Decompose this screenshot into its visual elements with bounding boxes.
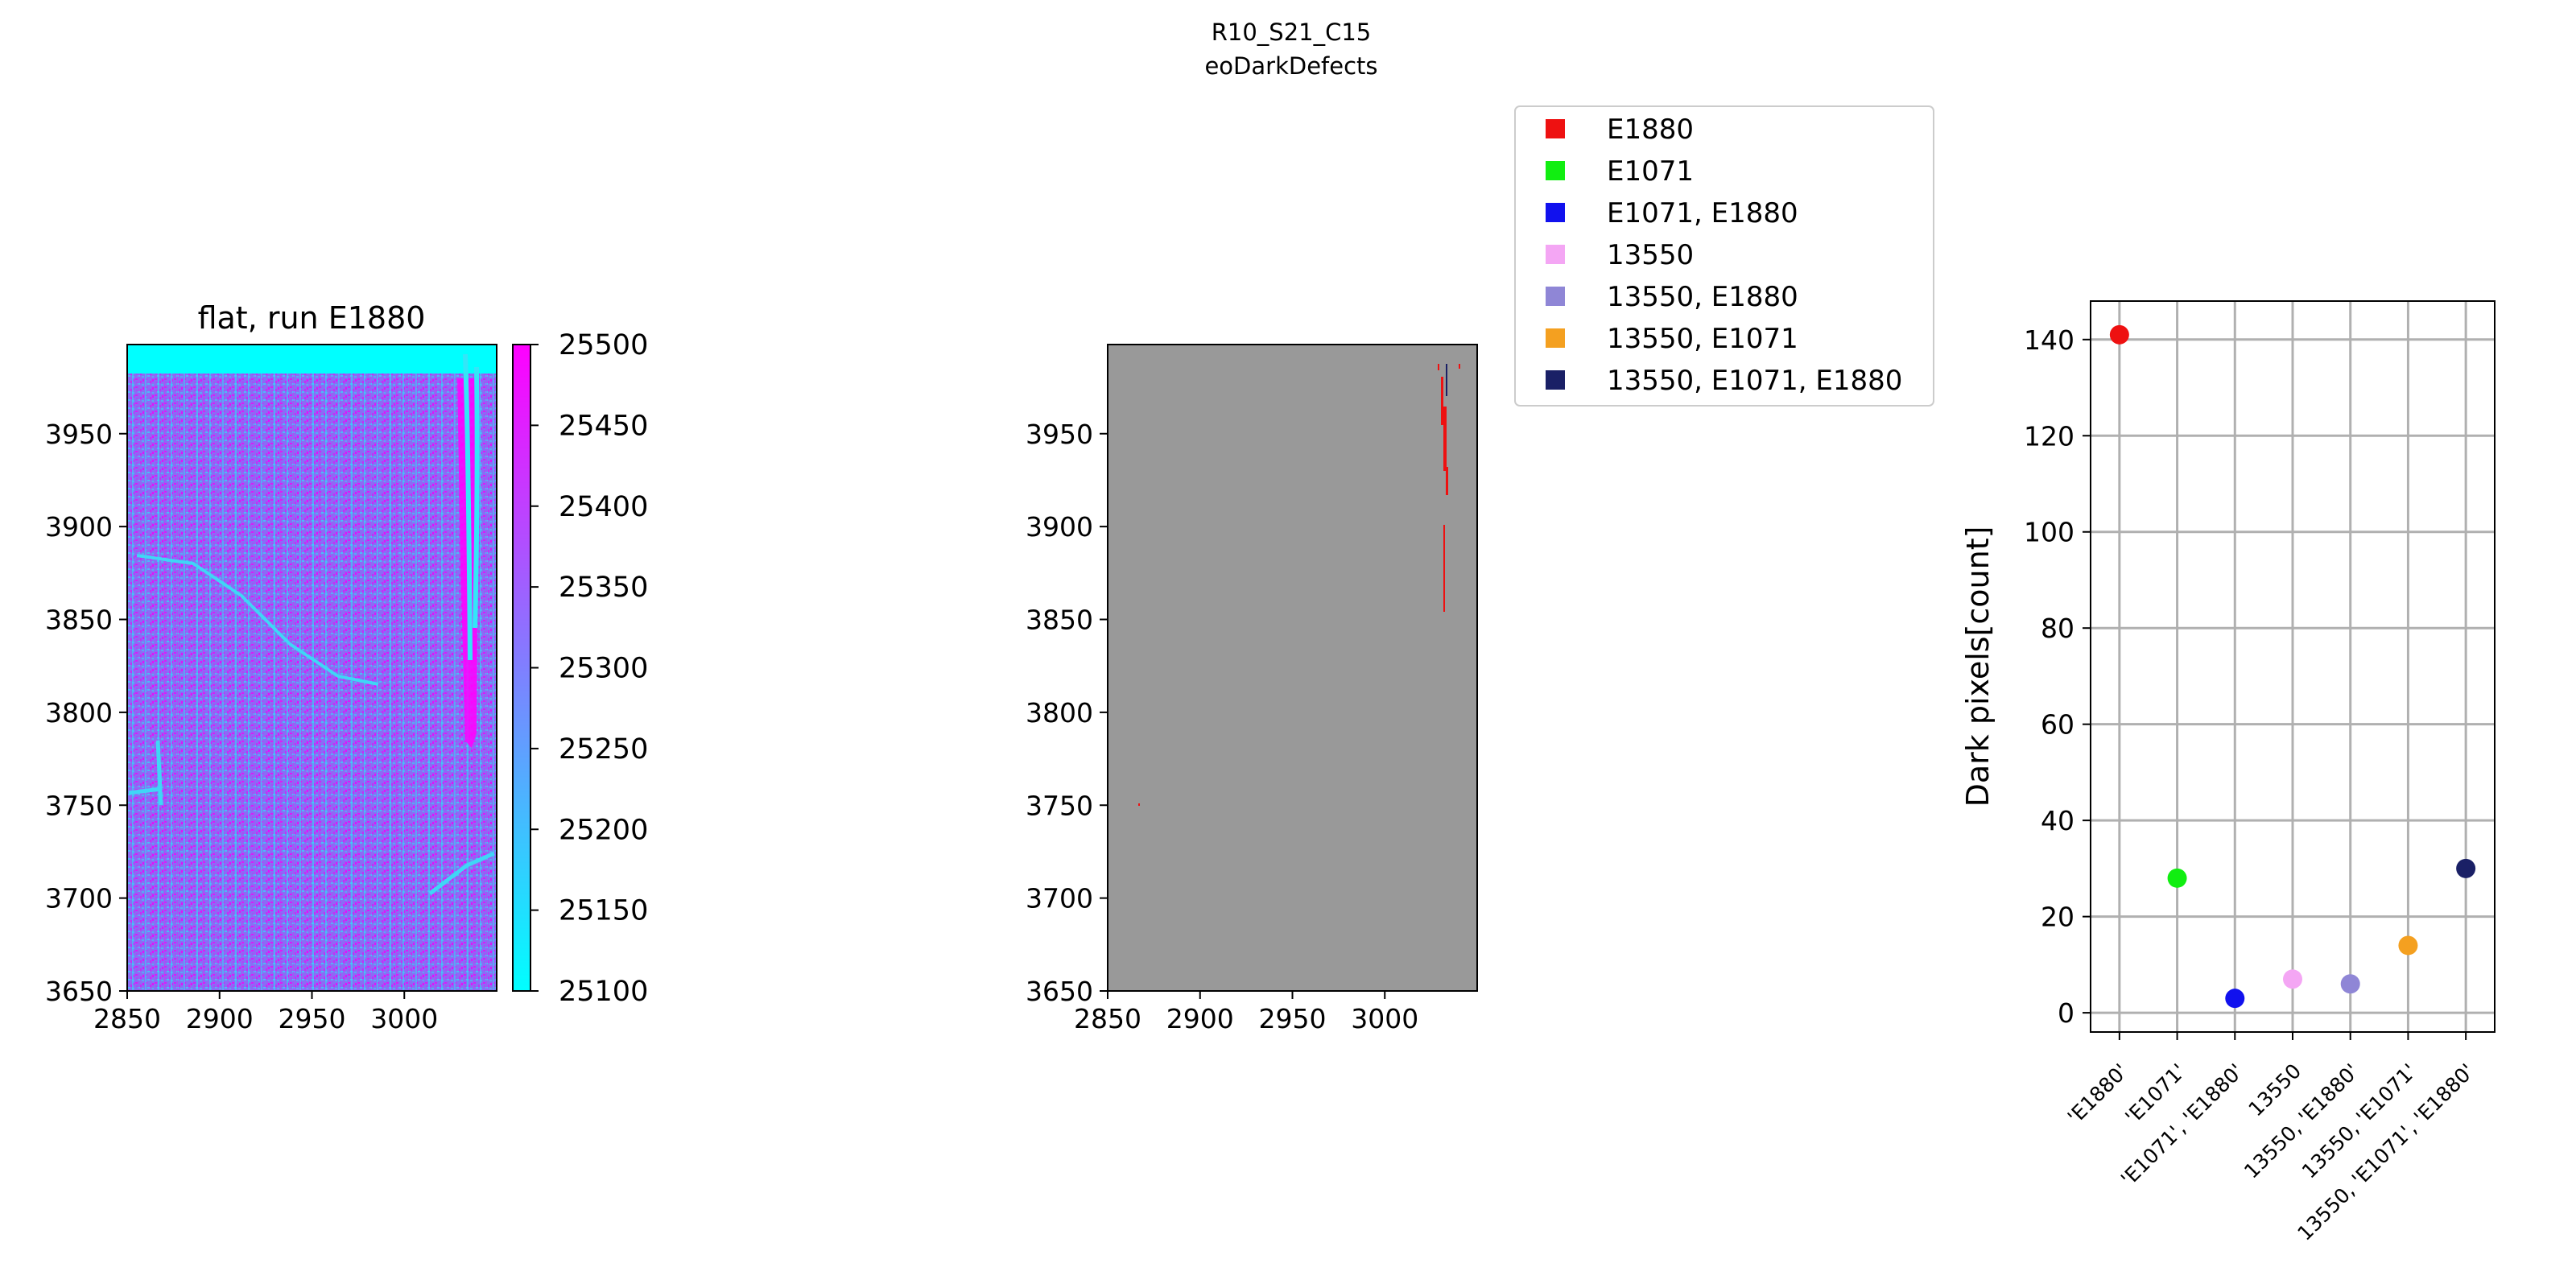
scatter-ylabel: Dark pixels[count]	[1960, 526, 1996, 807]
y-tick-label: 3650	[1026, 976, 1093, 1007]
y-tick-label: 3850	[45, 605, 113, 636]
colorbar-tick-label: 25300	[559, 653, 648, 685]
y-tick-label: 3850	[1026, 605, 1093, 636]
x-tick-label: 'E1880'	[2063, 1059, 2132, 1129]
x-tick-label: 3000	[370, 1003, 438, 1034]
y-tick-label: 0	[2058, 997, 2074, 1029]
legend-frame	[1514, 105, 1934, 407]
y-tick-label: 20	[2041, 902, 2074, 933]
flat-image-column-texture	[127, 345, 497, 991]
x-tick-label: 2950	[1259, 1003, 1327, 1034]
defect-mark	[1446, 467, 1448, 495]
data-point	[2398, 935, 2418, 956]
data-point	[2283, 969, 2302, 989]
defect-mark	[1443, 407, 1447, 471]
legend: E1880 E1071 E1071, E1880 13550 13550, E1880 1…	[1514, 105, 1934, 407]
suptitle-line1: R10_S21_C15	[1212, 19, 1372, 46]
y-tick-label: 80	[2041, 613, 2074, 644]
y-tick-label: 120	[2024, 420, 2074, 452]
data-point	[2167, 868, 2187, 888]
flat-image-scratch-2	[428, 851, 496, 895]
x-tick-label: 2950	[279, 1003, 346, 1034]
defect-map-panel: 2850 2900 2950 3000 3650 3700 3750 3800 3850 3900…	[1026, 344, 1478, 1034]
data-point	[2225, 989, 2245, 1009]
colorbar	[512, 344, 531, 992]
defect-marks	[1138, 364, 1460, 806]
scatter-grid	[2091, 301, 2495, 1032]
y-tick-label: 3950	[1026, 419, 1093, 450]
y-tick-label: 3800	[45, 697, 113, 729]
x-tick-label: 3000	[1351, 1003, 1418, 1034]
defect-mark	[1138, 803, 1140, 806]
legend-swatch	[1546, 203, 1565, 222]
legend-label: 13550, E1071	[1607, 323, 1798, 355]
data-point	[2456, 858, 2476, 878]
legend-label: E1880	[1607, 114, 1694, 146]
dark-pixels-scatter-panel: 020406080100120140'E1880''E1071''E1071',…	[1960, 300, 2496, 1245]
y-tick-label: 3750	[45, 790, 113, 821]
defect-mark	[1443, 525, 1445, 612]
colorbar-tick-label: 25350	[559, 572, 648, 604]
y-tick-label: 3900	[1026, 511, 1093, 543]
colorbar-tick-label: 25250	[559, 733, 648, 766]
y-tick-label: 3650	[45, 976, 113, 1007]
flat-image-panel: flat, run E1880 2850 2900 2950 3000 3650 3700…	[45, 300, 648, 1034]
defect-mark	[1446, 364, 1447, 396]
flat-image-top-edge	[127, 345, 497, 374]
panel1-title: flat, run E1880	[198, 300, 426, 336]
x-tick-label: 2900	[186, 1003, 254, 1034]
flat-image-scratch-3	[128, 740, 163, 806]
flat-image-scratch	[136, 554, 379, 686]
data-point	[2109, 324, 2129, 345]
defect-map	[1108, 345, 1477, 991]
flat-image-dark-streak	[463, 353, 480, 661]
colorbar-tick-label: 25500	[559, 329, 648, 361]
y-tick-label: 3700	[1026, 883, 1093, 914]
data-point	[2340, 974, 2360, 994]
y-tick-label: 40	[2041, 805, 2074, 836]
legend-swatch	[1546, 287, 1565, 306]
y-tick-label: 140	[2024, 324, 2074, 356]
legend-label: 13550	[1607, 239, 1694, 271]
legend-swatch	[1546, 328, 1565, 348]
legend-swatch	[1546, 161, 1565, 180]
y-tick-label: 3750	[1026, 790, 1093, 821]
y-tick-label: 100	[2024, 517, 2074, 548]
x-tick-label: 2900	[1166, 1003, 1234, 1034]
colorbar-tick-label: 25100	[559, 976, 648, 1008]
colorbar-tick-label: 25200	[559, 814, 648, 846]
x-tick-label: 2850	[1074, 1003, 1141, 1034]
y-tick-label: 3700	[45, 883, 113, 914]
legend-label: 13550, E1880	[1607, 281, 1798, 313]
y-tick-label: 3950	[45, 419, 113, 450]
legend-swatch	[1546, 245, 1565, 264]
colorbar-tick-label: 25400	[559, 491, 648, 523]
legend-label: E1071	[1607, 155, 1694, 188]
y-tick-label: 60	[2041, 709, 2074, 741]
legend-label: 13550, E1071, E1880	[1607, 365, 1902, 397]
defect-mark	[1459, 364, 1460, 369]
legend-swatch	[1546, 370, 1565, 390]
y-tick-label: 3800	[1026, 697, 1093, 729]
legend-swatch	[1546, 119, 1565, 138]
legend-label: E1071, E1880	[1607, 197, 1798, 229]
y-tick-label: 3900	[45, 511, 113, 543]
scatter-points	[2109, 324, 2476, 1009]
defect-mark	[1438, 364, 1439, 370]
x-tick-label: 2850	[93, 1003, 161, 1034]
colorbar-tick-label: 25450	[559, 410, 648, 442]
defect-mark	[1441, 377, 1443, 425]
colorbar-tick-label: 25150	[559, 895, 648, 927]
suptitle-line2: eoDarkDefects	[1204, 52, 1377, 80]
